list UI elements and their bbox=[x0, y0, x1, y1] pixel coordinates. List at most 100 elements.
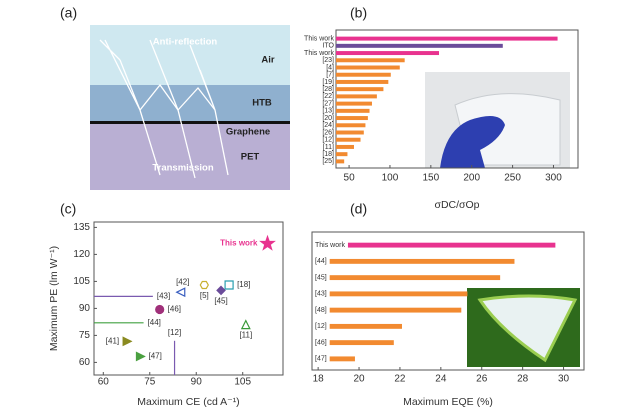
category-label: [25] bbox=[322, 158, 334, 165]
category-label: [20] bbox=[322, 115, 334, 122]
bar bbox=[329, 258, 515, 264]
bar bbox=[336, 72, 391, 77]
point-label: [45] bbox=[214, 297, 227, 306]
bar bbox=[336, 144, 354, 149]
htb-layer bbox=[90, 85, 290, 121]
y-tick-label: 135 bbox=[73, 222, 90, 233]
category-label: [12] bbox=[322, 137, 334, 144]
x-tick-label: 250 bbox=[504, 173, 521, 184]
category-label: [45] bbox=[315, 274, 327, 281]
y-axis-label: Maximum PE (lm W⁻¹) bbox=[48, 246, 60, 351]
glove bbox=[440, 116, 505, 168]
marker bbox=[175, 287, 186, 298]
diagram-label: PET bbox=[241, 152, 260, 163]
category-label: This work bbox=[304, 35, 334, 42]
graphene-layer bbox=[90, 121, 290, 124]
x-tick-label: 90 bbox=[191, 377, 203, 388]
bar bbox=[329, 356, 355, 362]
bar bbox=[336, 130, 364, 135]
x-tick-label: 20 bbox=[353, 374, 365, 385]
x-tick-label: 75 bbox=[144, 377, 156, 388]
panel-label: (b) bbox=[350, 5, 367, 21]
bar bbox=[336, 43, 503, 48]
marker bbox=[259, 234, 276, 251]
marker bbox=[216, 285, 226, 296]
category-label: [7] bbox=[326, 72, 334, 79]
point-label: [5] bbox=[200, 291, 209, 300]
air-layer bbox=[90, 25, 290, 85]
plot-frame bbox=[335, 29, 579, 169]
bar bbox=[336, 101, 372, 106]
category-label: [24] bbox=[322, 122, 334, 129]
bar bbox=[336, 94, 377, 99]
category-label: [48] bbox=[315, 307, 327, 314]
bar bbox=[336, 137, 361, 142]
x-tick-label: 24 bbox=[435, 374, 447, 385]
bar bbox=[336, 152, 348, 157]
panel: (d) 18 20 22 24 26 28 30 Maximum EQE (%) This wor… bbox=[311, 201, 585, 408]
y-tick-label: 75 bbox=[79, 330, 91, 341]
marker bbox=[224, 280, 234, 290]
marker bbox=[122, 336, 133, 347]
x-tick-label: 200 bbox=[463, 173, 480, 184]
category-label: [43] bbox=[315, 291, 327, 298]
x-tick-label: 22 bbox=[394, 374, 406, 385]
x-axis-label: Maximum CE (cd A⁻¹) bbox=[137, 396, 239, 408]
category-label: [11] bbox=[323, 144, 334, 151]
diagram-label: Air bbox=[261, 55, 275, 66]
diagram-label: Anti-reflection bbox=[153, 37, 218, 48]
plot-frame bbox=[93, 221, 284, 376]
point-label: [18] bbox=[237, 280, 250, 289]
point-label: [41] bbox=[106, 336, 119, 345]
category-label: [47] bbox=[315, 356, 327, 363]
y-tick-label: 60 bbox=[79, 357, 91, 368]
panel-label: (a) bbox=[60, 5, 77, 21]
panel: (b) 50 100 150 200 250 300 σDC/σOp This workITOT… bbox=[304, 5, 579, 211]
bar bbox=[336, 79, 389, 84]
category-label: [27] bbox=[322, 100, 334, 107]
category-label: ITO bbox=[322, 43, 334, 50]
marker bbox=[240, 319, 251, 330]
category-label: [26] bbox=[322, 129, 334, 136]
x-axis-label: Maximum EQE (%) bbox=[403, 396, 493, 408]
bar bbox=[329, 340, 394, 346]
category-label: [28] bbox=[322, 86, 334, 93]
point-label: [47] bbox=[148, 352, 161, 361]
bar bbox=[329, 275, 501, 281]
x-tick-label: 26 bbox=[476, 374, 488, 385]
bar bbox=[336, 51, 440, 56]
inset-b bbox=[425, 72, 570, 168]
category-label: [44] bbox=[315, 258, 327, 265]
y-tick-label: 90 bbox=[79, 303, 91, 314]
device bbox=[477, 294, 578, 363]
bar bbox=[329, 307, 462, 313]
bar bbox=[336, 87, 384, 92]
x-tick-label: 105 bbox=[234, 377, 251, 388]
marker bbox=[199, 280, 209, 290]
bar bbox=[329, 291, 468, 297]
category-label: [23] bbox=[322, 57, 334, 64]
bar bbox=[336, 123, 366, 128]
y-tick-label: 105 bbox=[73, 276, 90, 287]
point-label: [46] bbox=[168, 305, 181, 314]
plot-frame bbox=[311, 231, 585, 371]
category-label: This work bbox=[315, 242, 345, 249]
x-tick-label: 150 bbox=[422, 173, 439, 184]
x-axis-label: σDC/σOp bbox=[434, 199, 479, 211]
x-tick-label: 18 bbox=[313, 374, 325, 385]
category-label: [13] bbox=[322, 108, 334, 115]
x-tick-label: 30 bbox=[558, 374, 570, 385]
panel-a bbox=[90, 25, 290, 190]
point-label: [11] bbox=[239, 331, 252, 340]
category-label: [46] bbox=[315, 339, 327, 346]
x-tick-label: 50 bbox=[344, 173, 356, 184]
light-rays bbox=[99, 39, 229, 179]
category-label: This work bbox=[304, 50, 334, 57]
x-tick-label: 300 bbox=[545, 173, 562, 184]
bar bbox=[336, 36, 558, 41]
bar bbox=[336, 116, 368, 121]
point-label: [43] bbox=[157, 291, 170, 300]
diagram-label: HTB bbox=[252, 98, 272, 109]
panel: (c) 60 75 90 105 Maximum CE (cd A⁻¹) 60 75 90 105… bbox=[48, 201, 284, 408]
